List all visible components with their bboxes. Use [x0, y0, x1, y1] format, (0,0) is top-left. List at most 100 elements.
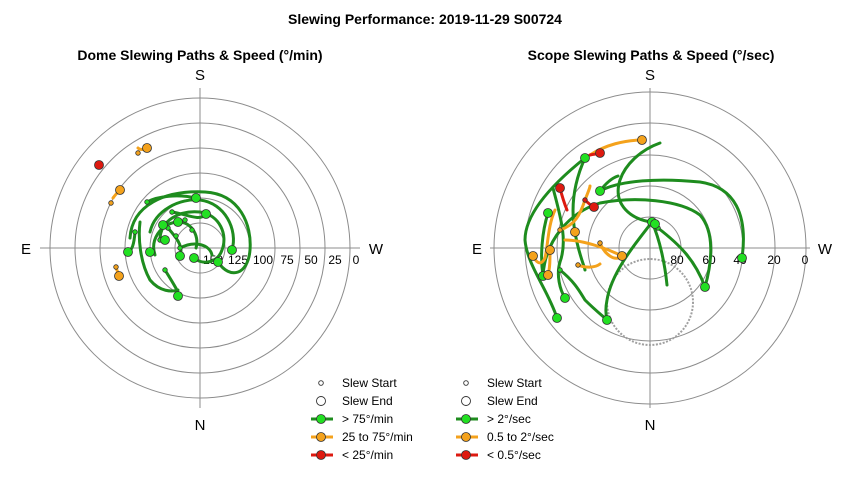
- scope-slew-end: [700, 282, 710, 292]
- scope-slew-end: [595, 186, 605, 196]
- legend-fast-icon: [461, 414, 471, 424]
- scope-end-markers: [528, 135, 747, 325]
- dome-slew-end: [189, 253, 199, 263]
- dome-slew-start: [132, 229, 138, 235]
- dome-slew-end: [114, 271, 124, 281]
- dome-chart: Dome Slewing Paths & Speed (°/min) S E W…: [21, 47, 413, 462]
- scope-radial-tick: 20: [767, 253, 781, 267]
- dome-chart-title: Dome Slewing Paths & Speed (°/min): [77, 47, 322, 63]
- dome-slew-start: [182, 217, 188, 223]
- dome-slew-start: [108, 200, 114, 206]
- dome-slew-start: [135, 150, 141, 156]
- legend-start-icon: [463, 380, 469, 386]
- dome-start-markers: [132, 199, 195, 273]
- scope-slew-end: [543, 208, 553, 218]
- dome-dir-bottom: N: [195, 417, 206, 434]
- dome-legend: Slew Start Slew End > 75°/min 25 to 75°/…: [311, 376, 413, 462]
- scope-slew-start: [597, 240, 603, 246]
- scope-slew-end: [737, 253, 747, 263]
- scope-slew-end: [545, 245, 555, 255]
- scope-slew-end: [570, 227, 580, 237]
- dome-slew-end: [145, 247, 155, 257]
- scope-slew-start: [557, 227, 563, 233]
- scope-slew-start: [575, 262, 581, 268]
- scope-slew-end: [528, 251, 538, 261]
- scope-slew-path: [523, 156, 587, 320]
- scope-slew-end: [589, 202, 599, 212]
- scope-dir-right: W: [818, 241, 833, 258]
- dome-slew-start: [173, 233, 179, 239]
- legend-fast-icon: [316, 414, 326, 424]
- scope-slew-path: [616, 141, 662, 224]
- legend-label: Slew End: [342, 394, 393, 408]
- dome-radial-tick: 50: [304, 253, 318, 267]
- dome-grid: [40, 88, 360, 408]
- scope-radial-tick: 0: [802, 253, 809, 267]
- scope-slew-end: [650, 219, 660, 229]
- dome-slew-end: [142, 143, 152, 153]
- legend-label: Slew End: [487, 394, 538, 408]
- dome-slew-end: [158, 220, 168, 230]
- figure-title: Slewing Performance: 2019-11-29 S00724: [288, 11, 562, 27]
- scope-slew-path: [598, 178, 745, 260]
- scope-radial-tick: 80: [670, 253, 684, 267]
- scope-slew-end: [602, 315, 612, 325]
- scope-slew-end: [580, 153, 590, 163]
- legend-label: Slew Start: [342, 376, 397, 390]
- legend-label: < 25°/min: [342, 448, 393, 462]
- dome-dir-top: S: [195, 67, 205, 84]
- scope-chart: Scope Slewing Paths & Speed (°/sec) S E …: [456, 47, 833, 462]
- dome-start-markers-medium: [108, 150, 141, 270]
- dome-slew-end: [227, 245, 237, 255]
- dome-radial-tick: 100: [253, 253, 273, 267]
- dome-slew-end: [160, 235, 170, 245]
- dome-dir-left: E: [21, 241, 31, 258]
- scope-slew-end: [555, 183, 565, 193]
- scope-slew-end: [552, 313, 562, 323]
- scope-slew-end: [637, 135, 647, 145]
- dome-slew-path: [128, 190, 252, 275]
- legend-end-icon: [461, 396, 471, 406]
- dome-slew-end: [213, 257, 223, 267]
- scope-slew-start: [557, 267, 563, 273]
- legend-medium-icon: [461, 432, 471, 442]
- scope-slew-path: [576, 262, 602, 269]
- dome-slew-path: [158, 210, 226, 264]
- dome-slew-path: [137, 220, 180, 293]
- dome-slew-start: [177, 245, 183, 251]
- dome-slew-start: [162, 267, 168, 273]
- legend-label: > 75°/min: [342, 412, 393, 426]
- legend-start-icon: [318, 380, 324, 386]
- legend-end-icon: [316, 396, 326, 406]
- dome-slew-start: [189, 227, 195, 233]
- dome-radial-tick: 75: [280, 253, 294, 267]
- legend-slow-icon: [316, 450, 326, 460]
- legend-label: > 2°/sec: [487, 412, 531, 426]
- scope-slew-end: [595, 148, 605, 158]
- scope-slew-end: [617, 251, 627, 261]
- dome-slew-start: [113, 264, 119, 270]
- dome-radial-tick: 125: [228, 253, 248, 267]
- legend-label: 0.5 to 2°/sec: [487, 430, 554, 444]
- legend-medium-icon: [316, 432, 326, 442]
- scope-slew-path: [551, 186, 567, 300]
- scope-legend: Slew Start Slew End > 2°/sec 0.5 to 2°/s…: [456, 376, 554, 462]
- scope-slew-end: [543, 270, 553, 280]
- legend-label: Slew Start: [487, 376, 542, 390]
- dome-end-markers: [94, 143, 237, 301]
- dome-radial-tick: 0: [353, 253, 360, 267]
- scope-slew-end: [560, 293, 570, 303]
- legend-label: 25 to 75°/min: [342, 430, 413, 444]
- dome-slew-end: [123, 247, 133, 257]
- dome-slew-end: [173, 291, 183, 301]
- scope-slew-start: [582, 197, 588, 203]
- scope-slew-path: [540, 211, 550, 278]
- dome-slew-end: [191, 193, 201, 203]
- dome-slew-end: [173, 217, 183, 227]
- scope-slew-path: [656, 226, 707, 289]
- dome-slew-end: [94, 160, 104, 170]
- legend-slow-icon: [461, 450, 471, 460]
- dome-slew-paths: [126, 190, 252, 298]
- dome-slew-end: [175, 251, 185, 261]
